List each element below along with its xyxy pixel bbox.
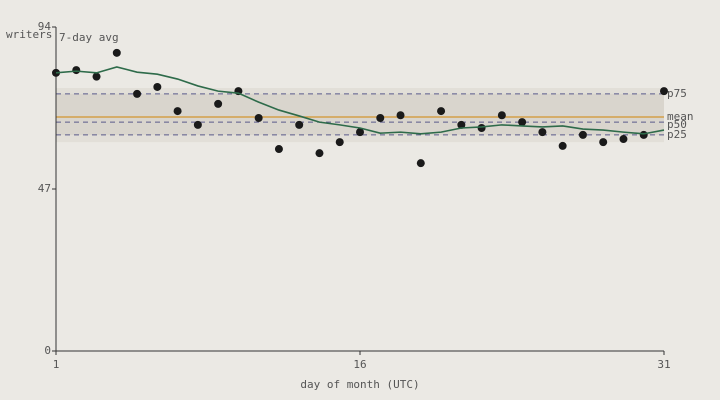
point <box>153 82 162 91</box>
x-tick-label: 1 <box>53 358 60 371</box>
point <box>214 99 223 108</box>
y-axis-label: writers <box>6 28 52 41</box>
point <box>274 145 283 154</box>
point <box>193 120 202 129</box>
point <box>457 120 466 129</box>
point <box>558 141 567 150</box>
point <box>112 48 121 57</box>
reference-label: mean <box>667 110 694 123</box>
y-tick-label: 47 <box>38 182 51 195</box>
point <box>538 128 547 137</box>
point <box>660 87 668 96</box>
point <box>356 128 364 137</box>
reference-label: p75 <box>667 87 687 100</box>
legend-label: 7-day avg <box>59 31 119 44</box>
point <box>72 66 81 75</box>
x-axis-label: day of month (UTC) <box>300 378 419 391</box>
point <box>437 107 446 116</box>
point <box>133 89 142 98</box>
point <box>315 149 324 158</box>
point <box>376 113 385 122</box>
point <box>335 138 344 147</box>
point <box>416 159 425 168</box>
point <box>295 120 304 129</box>
point <box>254 113 263 122</box>
point <box>639 130 648 139</box>
point <box>599 138 608 147</box>
x-tick-label: 16 <box>353 358 366 371</box>
y-tick-label: 94 <box>38 20 52 33</box>
x-tick-label: 31 <box>657 358 670 371</box>
point <box>477 123 486 132</box>
point <box>173 107 182 116</box>
point <box>619 135 628 144</box>
reference-label: p50 <box>667 118 687 131</box>
point <box>92 72 101 81</box>
point <box>578 130 587 139</box>
point <box>396 111 405 120</box>
y-tick-label: 0 <box>44 344 51 357</box>
reference-label: p25 <box>667 128 687 141</box>
point <box>497 111 506 120</box>
point <box>518 118 527 127</box>
avg-line <box>55 66 665 135</box>
